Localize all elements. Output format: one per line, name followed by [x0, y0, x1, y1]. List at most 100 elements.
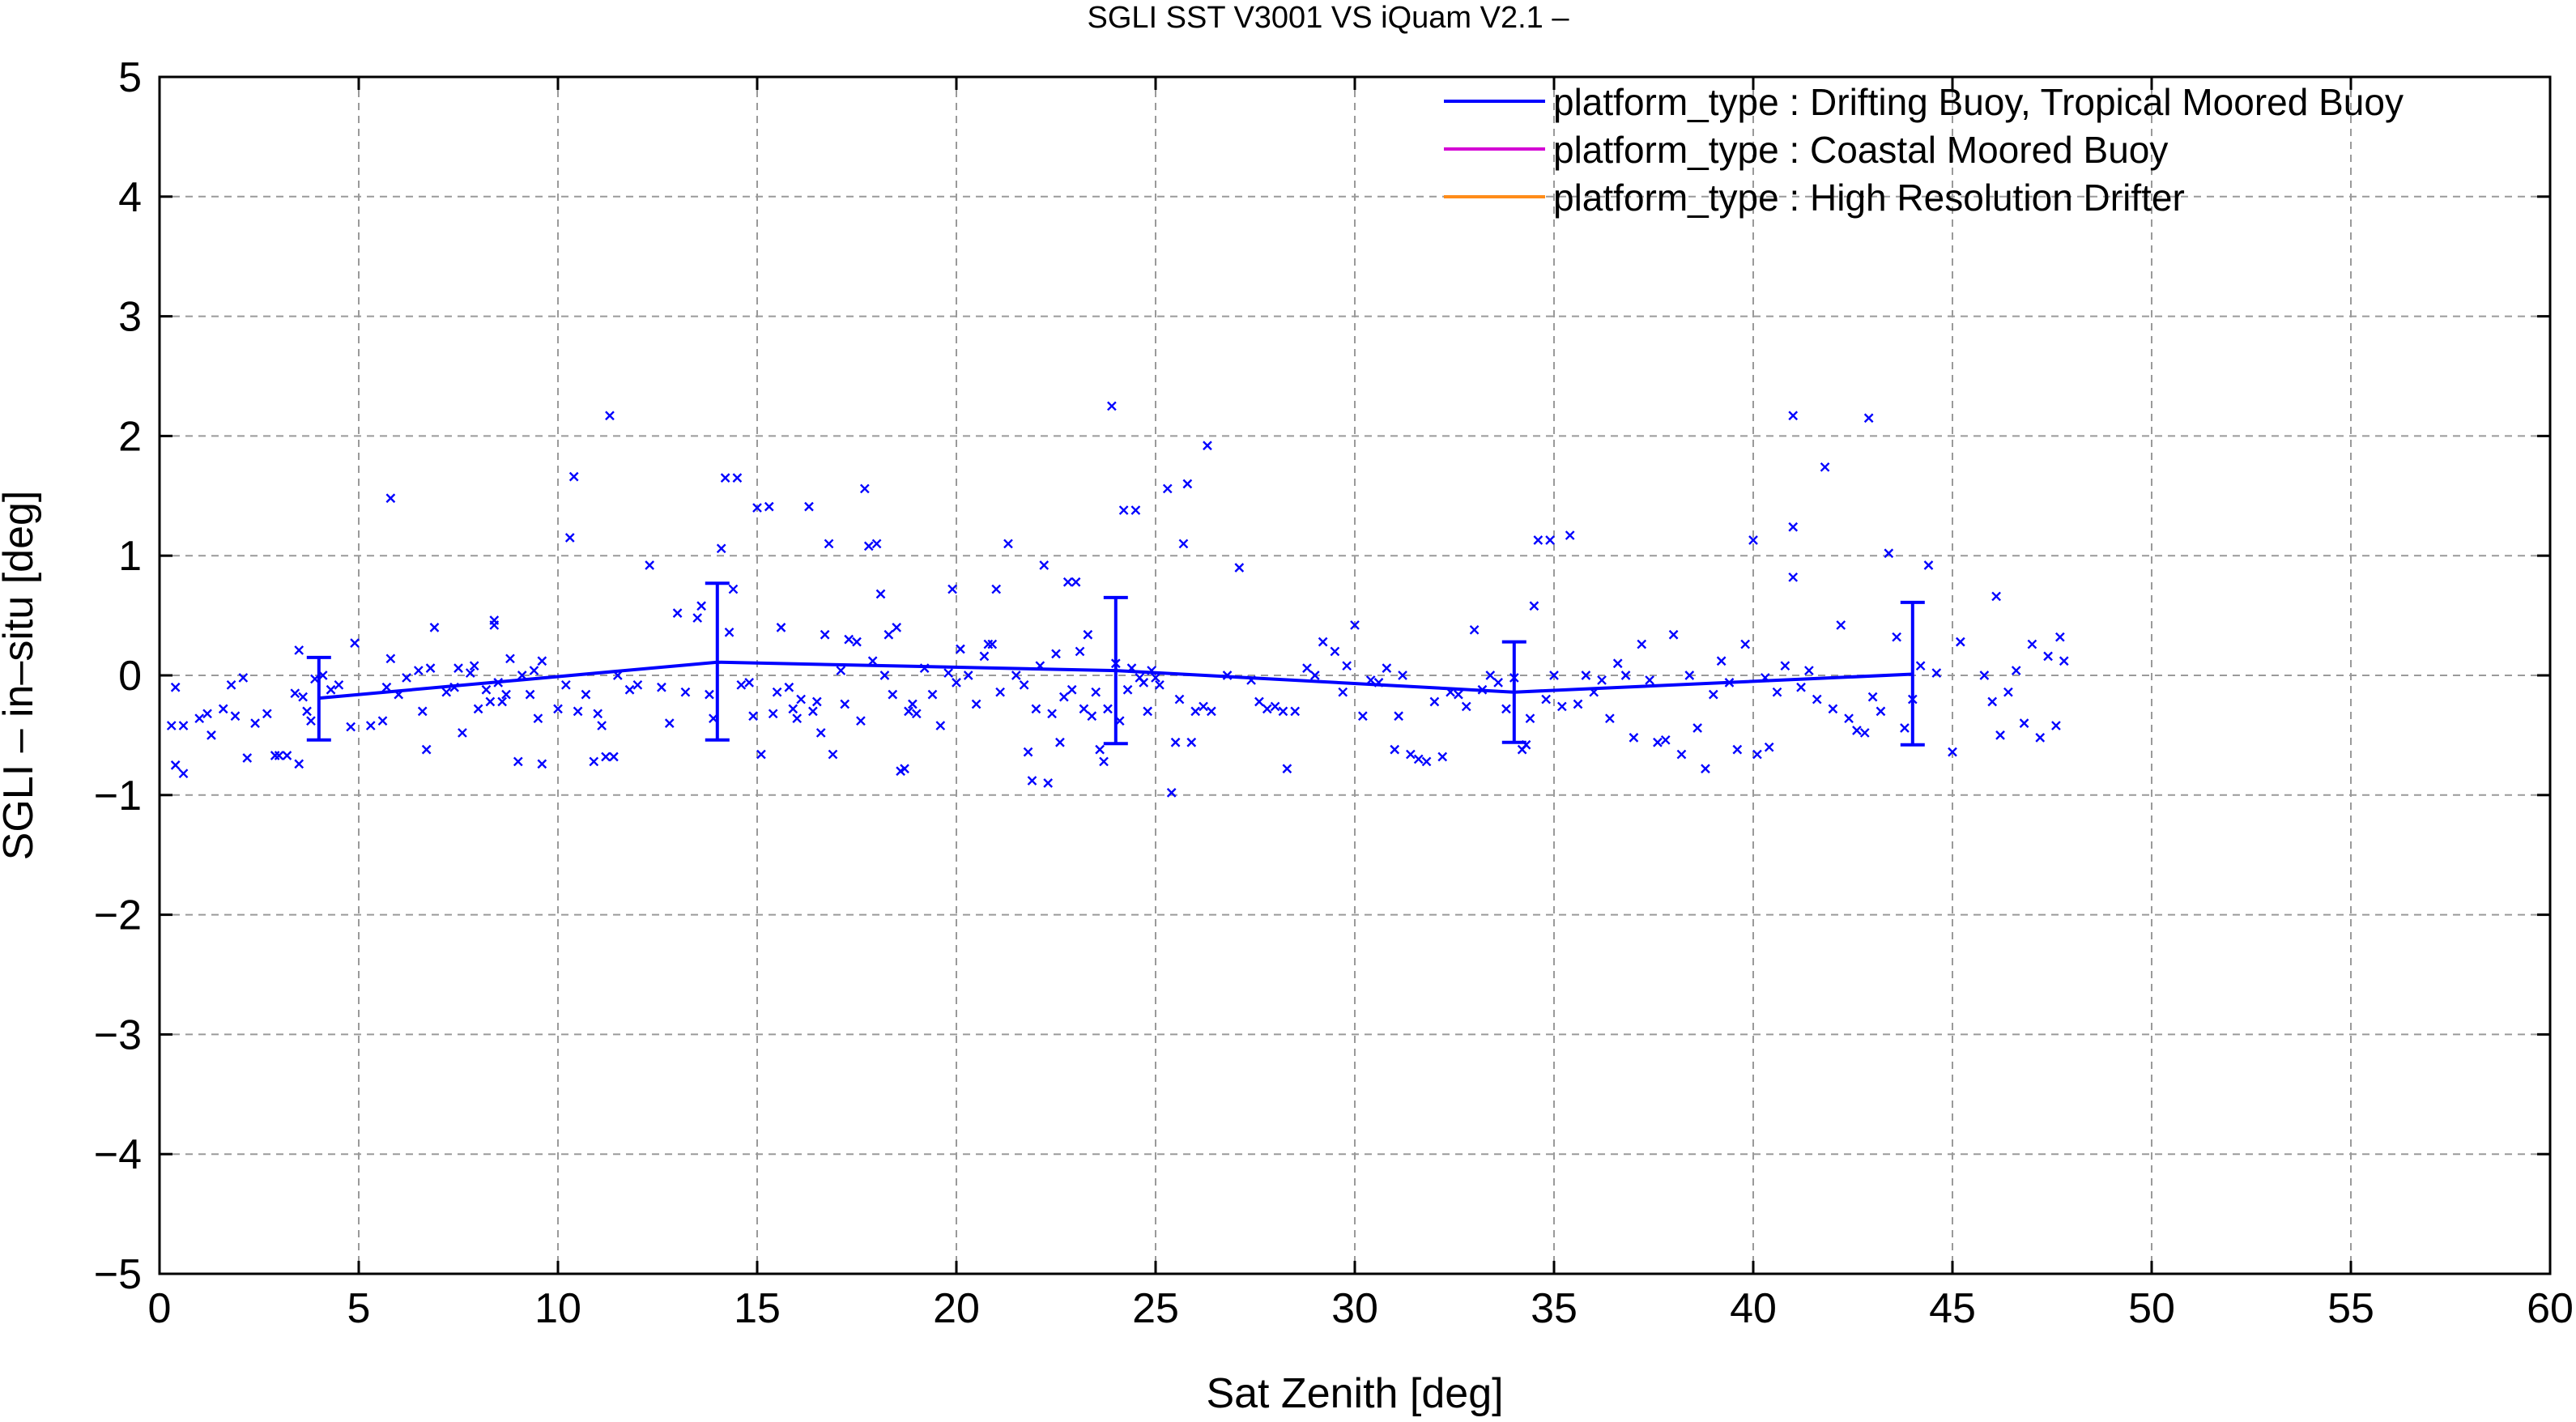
scatter-point: [2019, 718, 2029, 728]
scatter-point: [1058, 692, 1069, 702]
scatter-point: [1612, 658, 1623, 669]
scatter-point: [1867, 692, 1878, 702]
scatter-point: [1676, 749, 1687, 760]
scatter-point: [560, 679, 571, 690]
scatter-point: [1270, 701, 1280, 712]
scatter-point: [879, 671, 890, 680]
scatter-point: [736, 679, 747, 690]
scatter-point: [947, 584, 957, 594]
legend: platform_type : Drifting Buoy, Tropical …: [1444, 81, 2404, 219]
scatter-point: [250, 718, 260, 728]
scatter-point: [696, 601, 706, 611]
scatter-point: [1166, 787, 1177, 798]
scatter-point: [1413, 754, 1424, 764]
scatter-point: [282, 751, 292, 760]
x-tick-label: 15: [734, 1285, 781, 1332]
scatter-point: [1199, 701, 1208, 712]
plot-area: [166, 401, 2069, 798]
scatter-point: [1836, 620, 1846, 630]
scatter-point: [334, 679, 344, 690]
scatter-point: [871, 539, 882, 549]
scatter-point: [178, 768, 189, 779]
scatter-point: [2043, 651, 2053, 662]
x-tick-label: 10: [534, 1285, 581, 1332]
y-tick-label: −4: [94, 1131, 142, 1178]
scatter-point: [863, 541, 874, 551]
scatter-point: [1605, 713, 1615, 724]
scatter-point: [784, 682, 794, 692]
scatter-point: [1338, 687, 1348, 697]
scatter-point: [1437, 751, 1448, 762]
scatter-point: [1207, 706, 1216, 717]
scatter-point: [852, 636, 862, 647]
scatter-point: [1155, 679, 1165, 690]
scatter-point: [1019, 679, 1029, 690]
scatter-point: [824, 539, 834, 549]
scatter-point: [1290, 706, 1301, 717]
scatter-point: [465, 668, 475, 678]
error-bar: [705, 581, 730, 742]
scatter-point: [1923, 560, 1934, 570]
scatter-point: [226, 679, 236, 690]
scatter-point: [537, 656, 547, 666]
scatter-point: [413, 666, 424, 675]
scatter-point: [2059, 656, 2069, 666]
x-tick-label: 30: [1331, 1285, 1378, 1332]
scatter-point: [904, 706, 913, 717]
scatter-point: [867, 656, 878, 666]
scatter-point: [350, 638, 360, 648]
scatter-point: [1023, 747, 1033, 757]
scatter-point: [1027, 776, 1037, 786]
scatter-point: [489, 620, 500, 630]
y-tick-label: −5: [94, 1251, 142, 1298]
scatter-point: [792, 713, 803, 724]
scatter-point: [2035, 733, 2046, 743]
scatter-point: [525, 689, 535, 700]
scatter-point: [429, 623, 440, 632]
scatter-point: [1892, 632, 1901, 642]
scatter-point: [1565, 530, 1575, 540]
scatter-point: [593, 709, 603, 719]
x-tick-label: 25: [1132, 1285, 1179, 1332]
legend-item: platform_type : Drifting Buoy, Tropical …: [1444, 81, 2404, 123]
scatter-point: [501, 689, 511, 700]
y-tick-label: 0: [118, 653, 142, 700]
scatter-point: [1541, 694, 1552, 705]
scatter-point: [533, 713, 543, 724]
scatter-point: [1581, 671, 1591, 680]
scatter-point: [796, 694, 806, 705]
scatter-point: [1545, 535, 1555, 545]
scatter-point: [170, 682, 181, 692]
scatter-point: [1398, 671, 1407, 680]
scatter-point: [911, 709, 922, 719]
y-tick-label: −1: [94, 773, 142, 820]
scatter-point: [1051, 649, 1061, 659]
scatter-point: [1099, 756, 1109, 767]
scatter-point: [1083, 629, 1093, 640]
scatter-point: [290, 688, 300, 699]
scatter-point: [1234, 563, 1245, 573]
scatter-point: [1752, 749, 1762, 760]
scatter-point: [294, 645, 304, 655]
scatter-point: [1485, 671, 1496, 680]
scatter-point: [1043, 778, 1054, 788]
scatter-point: [1143, 706, 1153, 717]
scatter-point: [987, 639, 998, 649]
scatter-point: [728, 584, 739, 594]
scatter-point: [218, 704, 228, 714]
scatter-point: [1139, 678, 1149, 688]
scatter-point: [1931, 668, 1942, 678]
scatter-point: [1174, 694, 1185, 705]
scatter-point: [1170, 737, 1181, 747]
scatter-point: [1780, 661, 1790, 671]
scatter-point: [1820, 462, 1830, 472]
error-bar: [1501, 640, 1526, 744]
scatter-point: [716, 543, 726, 554]
scatter-point: [505, 654, 515, 664]
scatter-point: [609, 751, 619, 762]
scatter-point: [1062, 577, 1073, 587]
scatter-point: [705, 689, 714, 700]
scatter-point: [1357, 711, 1368, 722]
scatter-point: [836, 666, 846, 675]
